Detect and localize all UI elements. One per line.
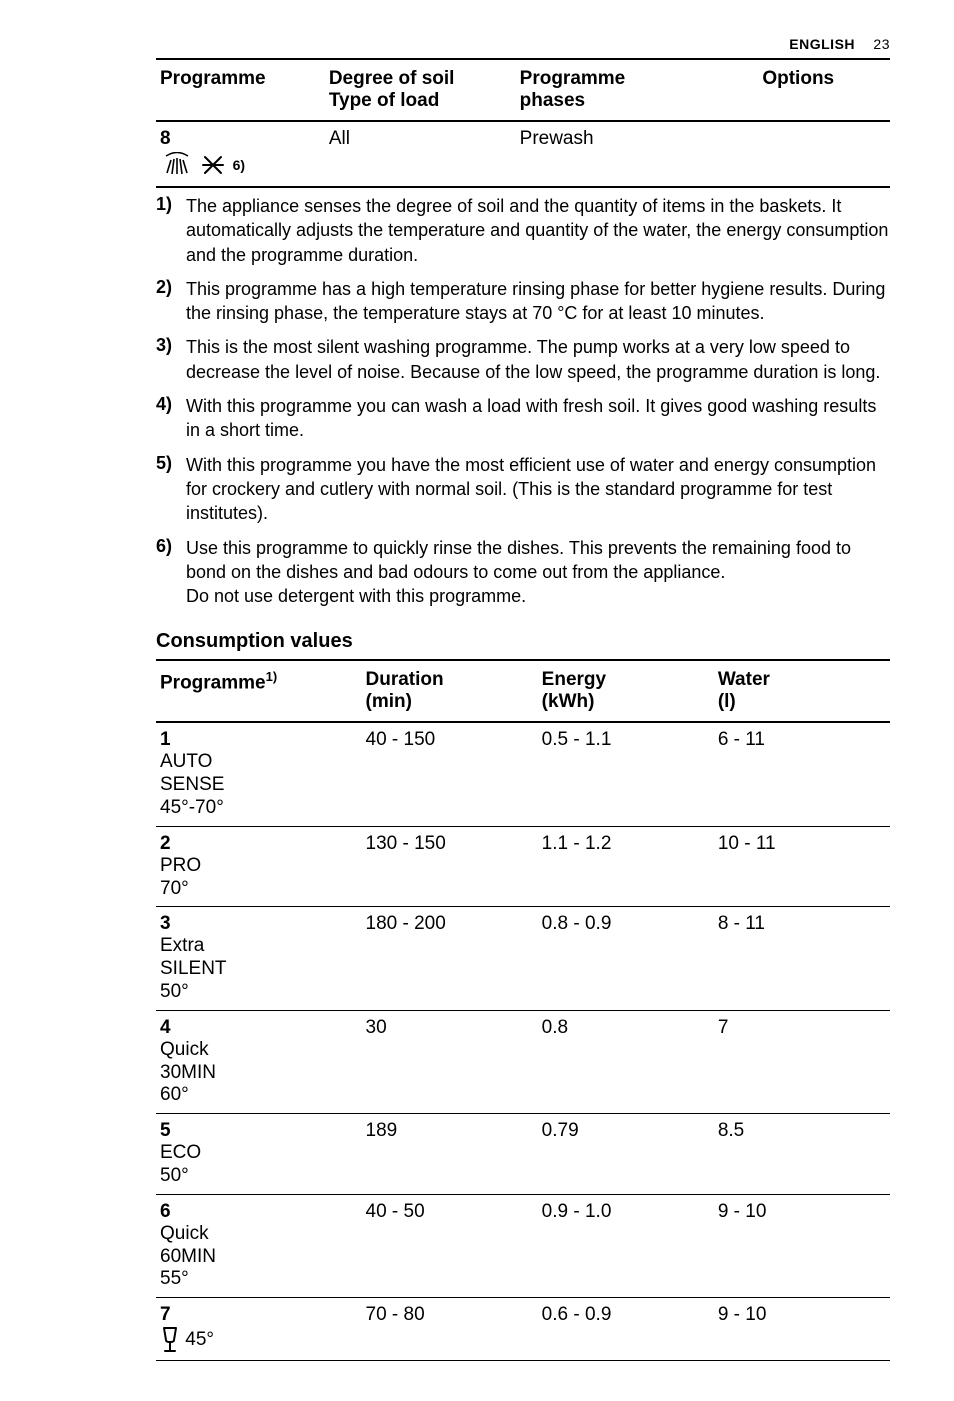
footnote-num: 1) [156, 194, 172, 214]
glass-icon [160, 1329, 180, 1350]
row-num: 4 [160, 1017, 358, 1039]
footnote-num: 5) [156, 453, 172, 473]
section-title: Consumption values [156, 630, 890, 653]
cell-duration: 189 [362, 1114, 538, 1195]
cell-options [706, 121, 890, 187]
col-water: Water (l) [714, 660, 890, 722]
footnotes: 1) The appliance senses the degree of so… [156, 194, 890, 608]
row-name: ExtraSILENT50° [160, 935, 358, 1003]
cell-water: 10 - 11 [714, 826, 890, 907]
cell-water: 7 [714, 1010, 890, 1113]
cell-energy: 0.8 [538, 1010, 714, 1113]
cell-soil: All [325, 121, 516, 187]
col-soil: Degree of soil Type of load [325, 59, 516, 121]
cell-duration: 30 [362, 1010, 538, 1113]
table-row: 4Quick30MIN60°300.87 [156, 1010, 890, 1113]
cell-duration: 180 - 200 [362, 907, 538, 1010]
cell-duration: 130 - 150 [362, 826, 538, 907]
footnote-1: 1) The appliance senses the degree of so… [156, 194, 890, 267]
footnote-3: 3) This is the most silent washing progr… [156, 335, 890, 384]
col-phases: Programme phases [516, 59, 707, 121]
footnote-num: 2) [156, 277, 172, 297]
row-num: 5 [160, 1120, 358, 1142]
table-row: 5ECO50°1890.798.5 [156, 1114, 890, 1195]
table-row: 2PRO70°130 - 1501.1 - 1.210 - 11 [156, 826, 890, 907]
footnote-num: 4) [156, 394, 172, 414]
footnote-text: With this programme you can wash a load … [186, 396, 876, 440]
footnote-2: 2) This programme has a high temperature… [156, 277, 890, 326]
footnote-num: 6) [156, 536, 172, 556]
footnote-5: 5) With this programme you have the most… [156, 453, 890, 526]
cell-duration: 40 - 50 [362, 1194, 538, 1297]
cell-phases: Prewash [516, 121, 707, 187]
cell-energy: 0.8 - 0.9 [538, 907, 714, 1010]
programme-footnote-ref: 6) [233, 157, 245, 173]
col-programme-sup: 1) [266, 669, 278, 684]
row-num: 1 [160, 729, 358, 751]
header-page-number: 23 [873, 36, 890, 52]
footnote-text: This programme has a high temperature ri… [186, 279, 885, 323]
star-icon [199, 154, 232, 175]
table-row: 6Quick60MIN55°40 - 500.9 - 1.09 - 10 [156, 1194, 890, 1297]
table-row: 8 [156, 121, 890, 187]
rinse-shower-icon [160, 154, 199, 175]
footnote-text: With this programme you have the most ef… [186, 455, 876, 524]
consumption-table: Programme1) Duration (min) Energy (kWh) … [156, 659, 890, 1361]
col-energy: Energy (kWh) [538, 660, 714, 722]
table-row: 7 45°70 - 800.6 - 0.99 - 10 [156, 1298, 890, 1361]
cell-energy: 0.9 - 1.0 [538, 1194, 714, 1297]
row-name: PRO70° [160, 855, 358, 901]
footnote-text: The appliance senses the degree of soil … [186, 196, 888, 265]
cell-water: 6 - 11 [714, 722, 890, 826]
row-name: AUTOSENSE45°-70° [160, 751, 358, 819]
row-name: Quick60MIN55° [160, 1223, 358, 1291]
header-language: ENGLISH [789, 36, 855, 52]
col-programme: Programme [156, 59, 325, 121]
col-programme-text: Programme [160, 673, 266, 694]
cell-energy: 0.79 [538, 1114, 714, 1195]
cell-energy: 0.6 - 0.9 [538, 1298, 714, 1361]
cell-energy: 0.5 - 1.1 [538, 722, 714, 826]
row-num: 7 [160, 1304, 358, 1326]
row-num: 2 [160, 833, 358, 855]
col-programme: Programme1) [156, 660, 362, 722]
row-num: 3 [160, 913, 358, 935]
row-name: ECO50° [160, 1142, 358, 1188]
footnote-num: 3) [156, 335, 172, 355]
footnote-6: 6) Use this programme to quickly rinse t… [156, 536, 890, 609]
cell-duration: 40 - 150 [362, 722, 538, 826]
cell-water: 9 - 10 [714, 1298, 890, 1361]
cell-water: 8.5 [714, 1114, 890, 1195]
page-header: ENGLISH 23 [156, 36, 890, 52]
footnote-text: This is the most silent washing programm… [186, 337, 880, 381]
programme-table: Programme Degree of soil Type of load Pr… [156, 58, 890, 188]
row-name: 45° [160, 1326, 358, 1354]
programme-number: 8 [160, 128, 321, 150]
table-row: 3ExtraSILENT50°180 - 2000.8 - 0.98 - 11 [156, 907, 890, 1010]
col-options: Options [706, 59, 890, 121]
col-duration: Duration (min) [362, 660, 538, 722]
footnote-4: 4) With this programme you can wash a lo… [156, 394, 890, 443]
cell-water: 8 - 11 [714, 907, 890, 1010]
table-row: 1AUTOSENSE45°-70°40 - 1500.5 - 1.16 - 11 [156, 722, 890, 826]
cell-energy: 1.1 - 1.2 [538, 826, 714, 907]
cell-water: 9 - 10 [714, 1194, 890, 1297]
row-name: Quick30MIN60° [160, 1039, 358, 1107]
cell-duration: 70 - 80 [362, 1298, 538, 1361]
footnote-text: Use this programme to quickly rinse the … [186, 538, 851, 607]
row-num: 6 [160, 1201, 358, 1223]
